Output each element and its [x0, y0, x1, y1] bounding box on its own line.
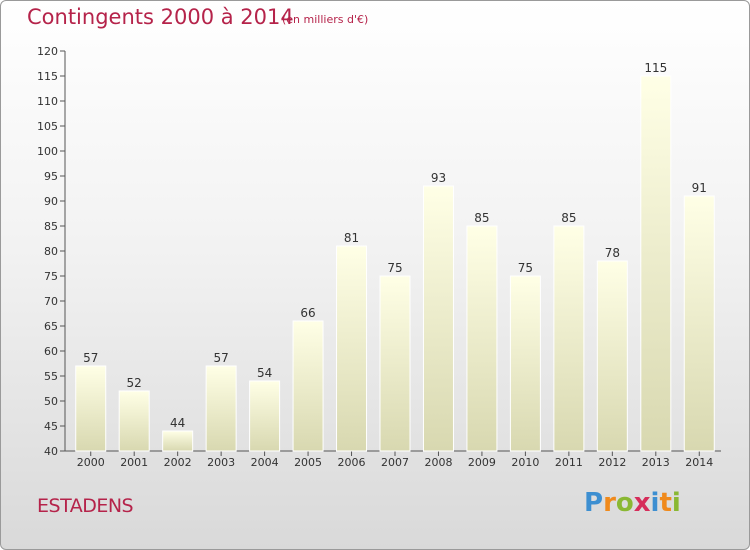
- bar-2014: [683, 195, 715, 452]
- logo-letter: i: [671, 488, 681, 518]
- x-tick-label-2011: 2011: [555, 456, 583, 469]
- bar-2004: [249, 380, 281, 452]
- bar-2001: [118, 390, 150, 452]
- y-tick-label: 40: [44, 445, 58, 458]
- x-tick-label-2004: 2004: [251, 456, 279, 469]
- y-tick-label: 110: [37, 95, 58, 108]
- data-label-2001: 52: [127, 376, 142, 390]
- data-label-2012: 78: [605, 246, 620, 260]
- x-tick-label-2005: 2005: [294, 456, 322, 469]
- y-tick-label: 80: [44, 245, 58, 258]
- data-label-2005: 66: [300, 306, 315, 320]
- y-tick-label: 45: [44, 420, 58, 433]
- y-axis: 40 45 50 55 60 65 70 75 80 85 90 95 100 105 110 115 120: [37, 45, 66, 458]
- bar-2008: [422, 185, 454, 452]
- bar-2012: [596, 260, 628, 452]
- bars: [75, 75, 715, 452]
- x-tick-label-2002: 2002: [164, 456, 192, 469]
- bar-2010: [509, 275, 541, 452]
- y-tick-label: 100: [37, 145, 58, 158]
- data-label-2009: 85: [474, 211, 489, 225]
- data-label-2013: 115: [644, 61, 667, 75]
- y-tick-label: 95: [44, 170, 58, 183]
- logo-letter: P: [584, 488, 604, 518]
- logo-letter: i: [650, 488, 660, 518]
- chart-title: Contingents 2000 à 2014: [27, 5, 294, 29]
- y-tick-label: 70: [44, 295, 58, 308]
- y-tick-label: 55: [44, 370, 58, 383]
- logo-letter: x: [633, 488, 651, 518]
- place-name: ESTADENS: [37, 495, 134, 517]
- data-label-2014: 91: [692, 181, 707, 195]
- x-tick-label-2014: 2014: [685, 456, 713, 469]
- logo-letter: r: [603, 488, 616, 518]
- data-label-2004: 54: [257, 366, 272, 380]
- x-tick-label-2012: 2012: [598, 456, 626, 469]
- data-label-2000: 57: [83, 351, 98, 365]
- x-tick-label-2009: 2009: [468, 456, 496, 469]
- proxiti-logo: Proxiti: [584, 488, 681, 518]
- data-label-2007: 75: [387, 261, 402, 275]
- data-labels: 57 52 44 57 54 66 81 75 93 85 75 85 78 115 91: [83, 61, 707, 430]
- x-tick-label-2007: 2007: [381, 456, 409, 469]
- y-tick-label: 120: [37, 45, 58, 58]
- y-tick-label: 90: [44, 195, 58, 208]
- y-tick-label: 85: [44, 220, 58, 233]
- x-tick-label-2006: 2006: [338, 456, 366, 469]
- bar-2013: [640, 75, 672, 452]
- data-label-2003: 57: [213, 351, 228, 365]
- bar-2000: [75, 365, 107, 452]
- bar-2007: [379, 275, 411, 452]
- x-tick-label-2013: 2013: [642, 456, 670, 469]
- data-label-2010: 75: [518, 261, 533, 275]
- y-tick-label: 75: [44, 270, 58, 283]
- chart-subtitle: (en milliers d'€): [282, 13, 369, 26]
- y-tick-label: 105: [37, 120, 58, 133]
- data-label-2006: 81: [344, 231, 359, 245]
- y-tick-label: 65: [44, 320, 58, 333]
- data-label-2011: 85: [561, 211, 576, 225]
- bar-2005: [292, 320, 324, 452]
- bar-2011: [553, 225, 585, 452]
- bar-2006: [336, 245, 368, 452]
- bar-2002: [162, 430, 194, 452]
- y-tick-label: 50: [44, 395, 58, 408]
- x-tick-label-2003: 2003: [207, 456, 235, 469]
- logo-letter: t: [659, 488, 672, 518]
- data-label-2002: 44: [170, 416, 185, 430]
- x-tick-label-2008: 2008: [424, 456, 452, 469]
- x-tick-label-2000: 2000: [77, 456, 105, 469]
- y-tick-label: 60: [44, 345, 58, 358]
- x-tick-label-2010: 2010: [511, 456, 539, 469]
- x-axis: 2000 2001 2002 2003 2004 2005 2006 2007 2008 2009…: [65, 450, 721, 469]
- data-label-2008: 93: [431, 171, 446, 185]
- y-tick-label: 115: [37, 70, 58, 83]
- bar-2009: [466, 225, 498, 452]
- x-tick-label-2001: 2001: [120, 456, 148, 469]
- bar-2003: [205, 365, 237, 452]
- logo-letter: o: [615, 488, 634, 518]
